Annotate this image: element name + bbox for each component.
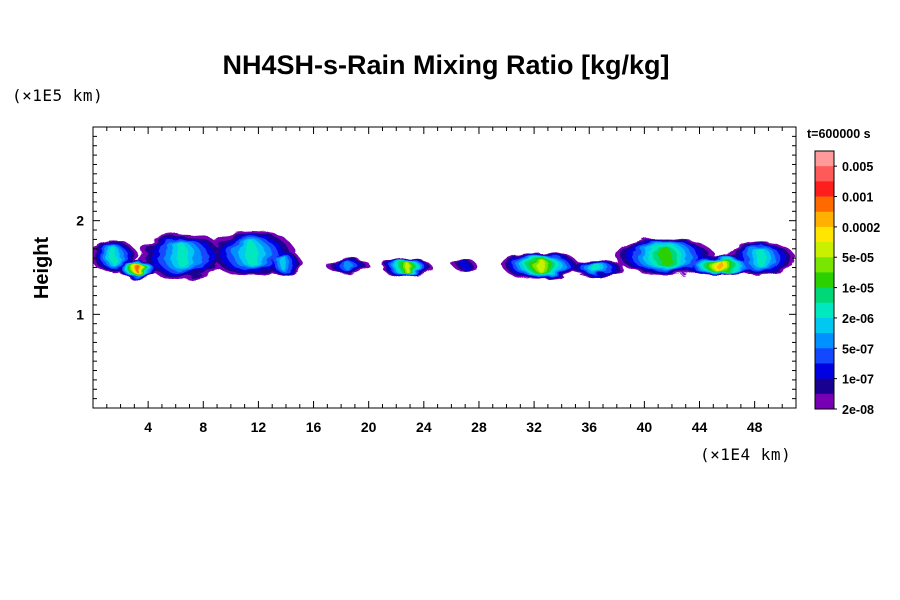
colorbar-label: 5e-07	[842, 342, 874, 356]
contour-level	[756, 249, 767, 268]
colorbar-swatch	[815, 181, 834, 197]
x-tick-label: 8	[199, 419, 207, 435]
colorbar-swatch	[815, 166, 834, 182]
x-tick-label: 40	[637, 419, 653, 435]
contour-level	[592, 263, 601, 272]
x-tick-label: 44	[692, 419, 708, 435]
time-label: t=600000 s	[807, 127, 871, 141]
contour-level	[176, 244, 189, 269]
colorbar-swatch	[815, 333, 834, 349]
x-unit-label: (×1E4 km)	[700, 445, 791, 464]
colorbar-swatch	[815, 272, 834, 288]
colorbar-label: 0.001	[842, 191, 873, 205]
colorbar-swatch	[815, 393, 834, 410]
colorbar-swatch	[815, 226, 834, 243]
colorbar-swatch	[815, 151, 834, 167]
contour-level	[461, 262, 470, 269]
contour-level	[404, 262, 410, 273]
x-tick-label: 4	[144, 419, 152, 435]
colorbar-swatch	[815, 348, 834, 364]
y-tick-label: 1	[76, 306, 84, 322]
colorbar-label: 1e-07	[842, 373, 874, 387]
colorbar-swatch	[815, 257, 834, 273]
contour-level	[717, 261, 723, 271]
colorbar-swatch	[815, 378, 834, 395]
colorbar-swatch	[815, 242, 834, 258]
contour-level	[537, 259, 545, 273]
x-tick-label: 36	[581, 419, 597, 435]
contour-level	[343, 261, 353, 270]
colorbar-label: 1e-05	[842, 282, 874, 296]
colorbar-swatch	[815, 287, 834, 304]
x-tick-label: 24	[416, 419, 432, 435]
colorbar-swatch	[815, 317, 834, 334]
colorbar-label: 0.0002	[842, 221, 880, 235]
contour-level	[659, 246, 671, 266]
y-tick-label: 2	[76, 213, 84, 229]
colorbar-swatch	[815, 196, 834, 213]
x-tick-label: 48	[747, 419, 763, 435]
contour-level	[110, 247, 117, 265]
colorbar-label: 0.005	[842, 160, 873, 174]
x-tick-label: 20	[361, 419, 377, 435]
contour-level	[136, 265, 140, 274]
colorbar-label: 2e-06	[842, 312, 874, 326]
colorbar-label: 5e-05	[842, 251, 874, 265]
mixing-ratio-field	[93, 230, 795, 279]
x-tick-label: 12	[251, 419, 267, 435]
chart-title: NH4SH-s-Rain Mixing Ratio [kg/kg]	[222, 50, 669, 80]
colorbar-label: 2e-08	[842, 403, 874, 417]
y-axis-label: Height	[31, 237, 53, 300]
colorbar-swatch	[815, 302, 834, 319]
colorbar-frame	[814, 150, 835, 410]
x-tick-label: 32	[526, 419, 542, 435]
y-unit-label: (×1E5 km)	[12, 86, 103, 105]
colorbar-swatch	[815, 363, 834, 380]
colorbar-swatch	[815, 211, 834, 228]
colorbar: 0.005 0.001 0.0002 5e-05 1e-05 2e-06 5e-07 1e-0…	[814, 150, 880, 417]
x-tick-label: 16	[306, 419, 322, 435]
x-tick-label: 28	[471, 419, 487, 435]
contour-level	[280, 255, 287, 270]
contour-level	[245, 241, 258, 266]
